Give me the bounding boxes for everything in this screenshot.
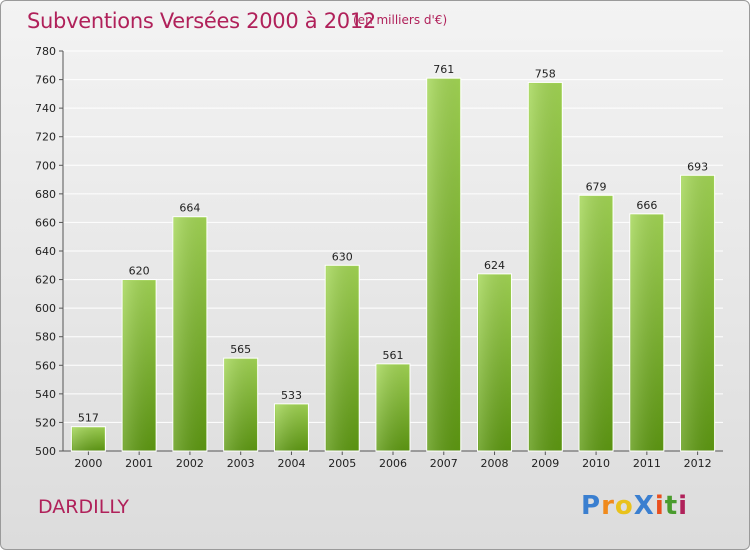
logo-letter: r: [601, 491, 615, 521]
y-tick-label: 500: [35, 445, 56, 458]
x-tick-label: 2001: [125, 457, 153, 470]
x-tick-label: 2006: [379, 457, 407, 470]
bar-value-label: 693: [687, 160, 708, 173]
x-tick-label: 2002: [176, 457, 204, 470]
y-tick-label: 720: [35, 131, 56, 144]
x-tick-label: 2012: [684, 457, 712, 470]
bar-value-label: 565: [230, 343, 251, 356]
y-tick-label: 520: [35, 416, 56, 429]
y-tick-label: 780: [35, 45, 56, 58]
bar-value-label: 666: [636, 199, 657, 212]
bar-value-label: 517: [78, 412, 99, 425]
bar-layer: 517 620 664 565 533 630 561 761 624 758 679 666 693: [70, 63, 716, 452]
y-tick-label: 760: [35, 74, 56, 87]
bar-value-label: 624: [484, 259, 505, 272]
bar-shade: [478, 274, 511, 451]
x-tick-label: 2007: [430, 457, 458, 470]
bar-value-label: 679: [586, 180, 607, 193]
bar-shade: [224, 359, 257, 451]
logo-letter: t: [664, 491, 679, 521]
chart-subtitle: (en milliers d'€): [353, 13, 448, 27]
bar-shade: [72, 427, 105, 451]
logo-letter: i: [654, 491, 665, 521]
y-tick-label: 740: [35, 102, 56, 115]
bar-shade: [326, 266, 359, 451]
bar-shade: [427, 79, 460, 452]
y-tick-label: 660: [35, 216, 56, 229]
y-tick-label: 560: [35, 359, 56, 372]
bar-shade: [275, 404, 308, 451]
bar-value-label: 620: [129, 265, 150, 278]
place-name: DARDILLY: [38, 496, 129, 518]
x-tick-label: 2011: [633, 457, 661, 470]
bar-shade: [173, 217, 206, 451]
y-tick-label: 580: [35, 331, 56, 344]
y-tick-label: 640: [35, 245, 56, 258]
x-tick-label: 2000: [74, 457, 102, 470]
bar-value-label: 758: [535, 67, 556, 80]
proxiti-logo: ProXiti: [581, 491, 688, 521]
logo-letter: P: [581, 491, 602, 521]
x-tick-label: 2003: [227, 457, 255, 470]
bar-value-label: 561: [383, 349, 404, 362]
logo-letter: o: [614, 491, 634, 521]
bar-value-label: 664: [179, 202, 200, 215]
y-tick-label: 620: [35, 274, 56, 287]
bar-shade: [580, 196, 613, 451]
y-tick-label: 700: [35, 159, 56, 172]
bar-shade: [123, 280, 156, 451]
bar-shade: [630, 214, 663, 451]
logo-letter: X: [633, 491, 655, 521]
y-tick-label: 680: [35, 188, 56, 201]
bar-shade: [529, 83, 562, 451]
bar-value-label: 761: [433, 63, 454, 76]
y-tick-label: 540: [35, 388, 56, 401]
bar-value-label: 533: [281, 389, 302, 402]
bar-value-label: 630: [332, 250, 353, 263]
bar-shade: [681, 176, 714, 452]
x-tick-label: 2005: [328, 457, 356, 470]
x-tick-label: 2009: [531, 457, 559, 470]
y-tick-label: 600: [35, 302, 56, 315]
x-tick-label: 2008: [481, 457, 509, 470]
x-tick-label: 2004: [277, 457, 305, 470]
chart-title: Subventions Versées 2000 à 2012: [27, 9, 376, 33]
logo-letter: i: [678, 491, 689, 521]
bar-shade: [377, 364, 409, 451]
x-tick-label: 2010: [582, 457, 610, 470]
